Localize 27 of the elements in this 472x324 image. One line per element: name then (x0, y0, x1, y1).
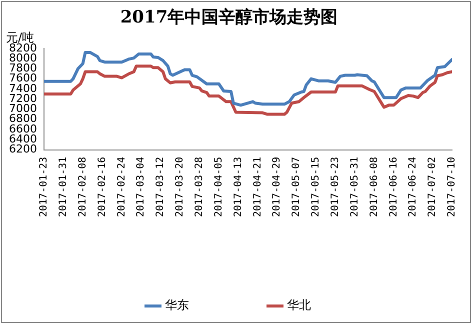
x-tick-label: 2017-02-16 (96, 156, 108, 218)
x-tick-label: 2017-02-24 (116, 156, 128, 218)
x-tick-label: 2017-03-04 (136, 156, 147, 218)
x-tick-label: 2017-04-13 (232, 156, 244, 218)
x-tick-label: 2017-06-24 (408, 156, 419, 218)
legend-label: 华东 (165, 298, 189, 312)
x-tick-label: 2017-07-02 (427, 156, 438, 218)
chart-title: 2017年中国辛醇市场走势图 (120, 8, 338, 28)
x-tick-label: 2017-04-21 (252, 156, 264, 218)
x-tick-label: 2017-04-05 (213, 156, 224, 218)
x-tick-label: 2017-01-31 (58, 156, 70, 218)
x-tick-label: 2017-01-23 (38, 156, 50, 218)
x-tick-label: 2017-05-31 (349, 156, 360, 218)
x-tick-label: 2017-05-23 (330, 156, 342, 218)
x-tick-label: 2017-06-16 (388, 156, 400, 218)
x-tick-label: 2017-03-20 (174, 156, 186, 218)
y-tick-label: 6200 (8, 142, 37, 156)
x-tick-label: 2017-07-10 (446, 156, 458, 218)
y-tick-label: 8000 (8, 51, 37, 64)
x-tick-label: 2017-04-29 (272, 156, 283, 218)
x-tick-label: 2017-06-08 (368, 156, 380, 218)
x-tick-label: 2017-03-12 (155, 156, 166, 218)
x-tick-label: 2017-03-28 (194, 156, 206, 218)
x-tick-label: 2017-02-08 (77, 156, 88, 218)
x-tick-label: 2017-05-07 (291, 156, 302, 218)
legend-label: 华北 (287, 298, 311, 312)
x-tick-label: 2017-05-15 (310, 156, 322, 218)
